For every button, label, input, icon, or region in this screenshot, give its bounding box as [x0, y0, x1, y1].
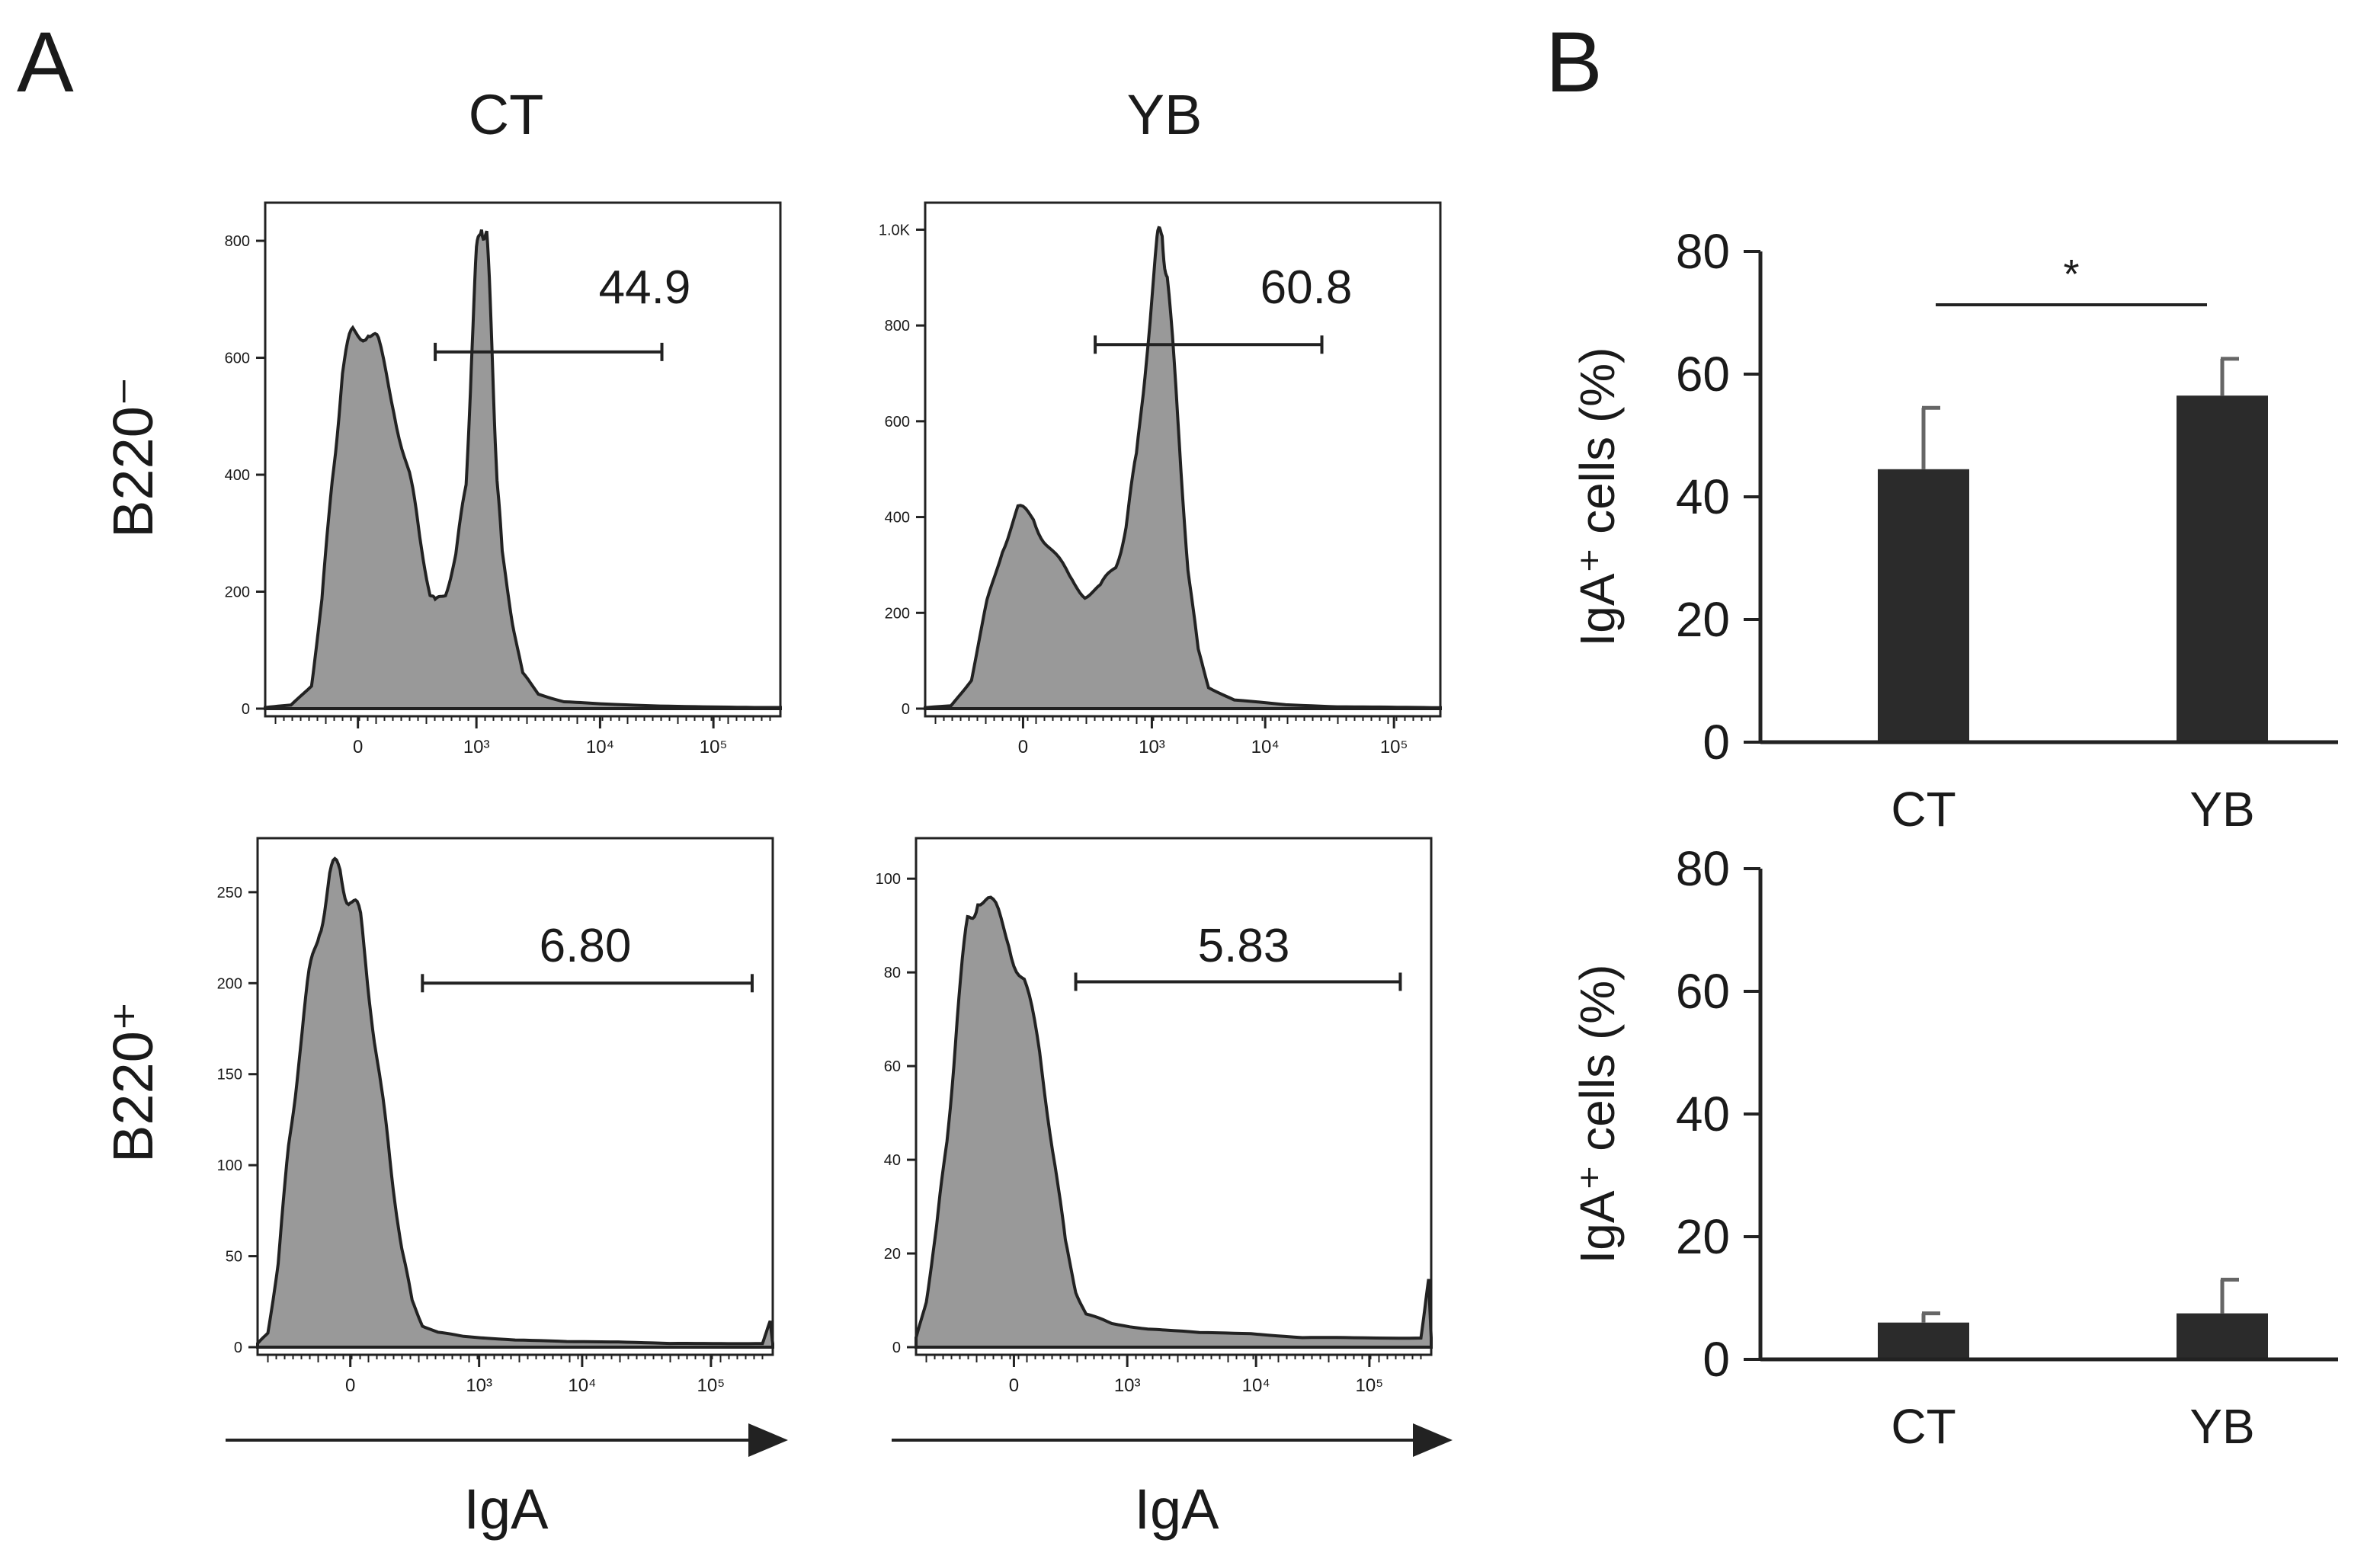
plot-frame: [264, 201, 782, 718]
histogram-area: [256, 856, 774, 1349]
x-tick-label: 10⁴: [1251, 737, 1280, 757]
y-tick-label: 60: [884, 1058, 901, 1075]
x-tick-label: 10⁴: [586, 737, 614, 757]
y-axis-label: IgA⁺ cells (%): [1570, 347, 1625, 647]
x-tick-label: 10³: [1139, 737, 1165, 757]
y-tick-label: 250: [217, 885, 242, 901]
category-label: CT: [1891, 782, 1956, 837]
y-tick-label: 60: [1676, 964, 1730, 1019]
y-tick-label: 40: [884, 1152, 901, 1169]
y-tick-label: 0: [1703, 1332, 1730, 1387]
significance-marker: *: [2063, 251, 2079, 297]
row-label-b220-neg: B220⁻: [101, 376, 165, 538]
y-tick-label: 20: [1676, 1209, 1730, 1264]
plot-frame: [924, 201, 1442, 718]
category-label: YB: [2189, 1399, 2254, 1454]
x-tick-label: 0: [353, 737, 363, 757]
gate-percentage: 5.83: [1198, 920, 1290, 972]
y-tick-label: 40: [1676, 1087, 1730, 1141]
bar-ct: [1878, 469, 1969, 742]
bar-yb: [2177, 395, 2268, 742]
x-tick-label: 10³: [463, 737, 490, 757]
panel-label-a: A: [17, 14, 74, 110]
iga-axis-arrowhead: [1413, 1423, 1453, 1457]
y-tick-label: 20: [1676, 592, 1730, 647]
histogram-area: [264, 229, 782, 710]
plot-frame: [915, 837, 1433, 1356]
y-tick-label: 80: [1676, 841, 1730, 896]
histogram-b220pos-yb: 0 20 40 60 80 100 0 10³ 10⁴ 10⁵ 5.83: [876, 837, 1433, 1396]
y-tick-label: 1.0K: [879, 222, 911, 238]
category-label: CT: [1891, 1399, 1956, 1454]
x-tick-label: 10⁵: [1380, 737, 1408, 757]
row-label-b220-pos: B220⁺: [101, 1001, 165, 1163]
x-tick-label: 10⁵: [700, 737, 728, 757]
column-label-ct: CT: [469, 83, 544, 146]
x-tick-label: 0: [1018, 737, 1028, 757]
x-tick-label: 10³: [1114, 1375, 1141, 1396]
gate-percentage: 6.80: [540, 920, 632, 972]
y-tick-label: 20: [884, 1246, 901, 1263]
y-tick-label: 400: [885, 510, 910, 527]
y-tick-label: 0: [902, 701, 910, 718]
y-tick-label: 60: [1676, 347, 1730, 402]
x-tick-label: 10⁵: [1356, 1375, 1384, 1396]
category-label: YB: [2189, 782, 2254, 837]
gate-percentage: 60.8: [1260, 261, 1353, 314]
histogram-area: [924, 226, 1442, 710]
bar-chart-b220neg: 0 20 40 60 80 CT YB IgA⁺ cells (%) *: [1570, 224, 2338, 837]
y-tick-label: 50: [226, 1249, 242, 1266]
y-tick-label: 0: [892, 1340, 901, 1356]
y-tick-label: 200: [885, 605, 910, 622]
x-tick-label: 10³: [466, 1375, 492, 1396]
x-tick-label: 0: [1009, 1375, 1019, 1396]
iga-axis-arrowhead: [748, 1423, 788, 1457]
bar-chart-b220pos: 0 20 40 60 80 CT YB IgA⁺ cells (%): [1570, 841, 2338, 1454]
panel-label-b: B: [1546, 14, 1603, 110]
y-axis-label: IgA⁺ cells (%): [1570, 965, 1625, 1264]
y-tick-label: 80: [1676, 224, 1730, 279]
x-axis-label: IgA: [1134, 1477, 1219, 1541]
plot-frame: [256, 837, 774, 1356]
histogram-b220pos-ct: 0 50 100 150 200 250 0 10³ 10⁴ 10⁵ 6.80: [217, 837, 774, 1396]
y-tick-label: 400: [225, 467, 250, 484]
y-tick-label: 600: [885, 414, 910, 431]
column-label-yb: YB: [1127, 83, 1203, 146]
y-tick-label: 0: [242, 701, 250, 718]
y-tick-label: 80: [884, 965, 901, 981]
x-tick-label: 10⁵: [697, 1375, 726, 1396]
x-axis-label: IgA: [463, 1477, 549, 1541]
histogram-b220neg-ct: 0 200 400 600 800 0 10³ 10⁴ 10⁵ 44.9: [225, 201, 782, 757]
histogram-b220neg-yb: 0 200 400 600 800 1.0K 0 10³ 10⁴ 10⁵ 60.8: [879, 201, 1442, 757]
y-tick-label: 0: [1703, 715, 1730, 770]
x-tick-label: 10⁴: [568, 1375, 596, 1396]
gate-percentage: 44.9: [599, 261, 691, 314]
y-tick-label: 200: [217, 975, 242, 992]
y-tick-label: 600: [225, 351, 250, 367]
y-tick-label: 800: [885, 318, 910, 335]
y-tick-label: 0: [234, 1340, 242, 1356]
y-tick-label: 200: [225, 584, 250, 601]
bar-yb: [2177, 1313, 2268, 1359]
y-tick-label: 800: [225, 233, 250, 250]
histogram-area: [915, 895, 1433, 1349]
y-tick-label: 40: [1676, 469, 1730, 524]
x-tick-label: 0: [345, 1375, 355, 1396]
y-tick-label: 100: [876, 871, 901, 888]
y-tick-label: 100: [217, 1157, 242, 1174]
x-tick-label: 10⁴: [1242, 1375, 1270, 1396]
bar-ct: [1878, 1322, 1969, 1359]
y-tick-label: 150: [217, 1067, 242, 1084]
